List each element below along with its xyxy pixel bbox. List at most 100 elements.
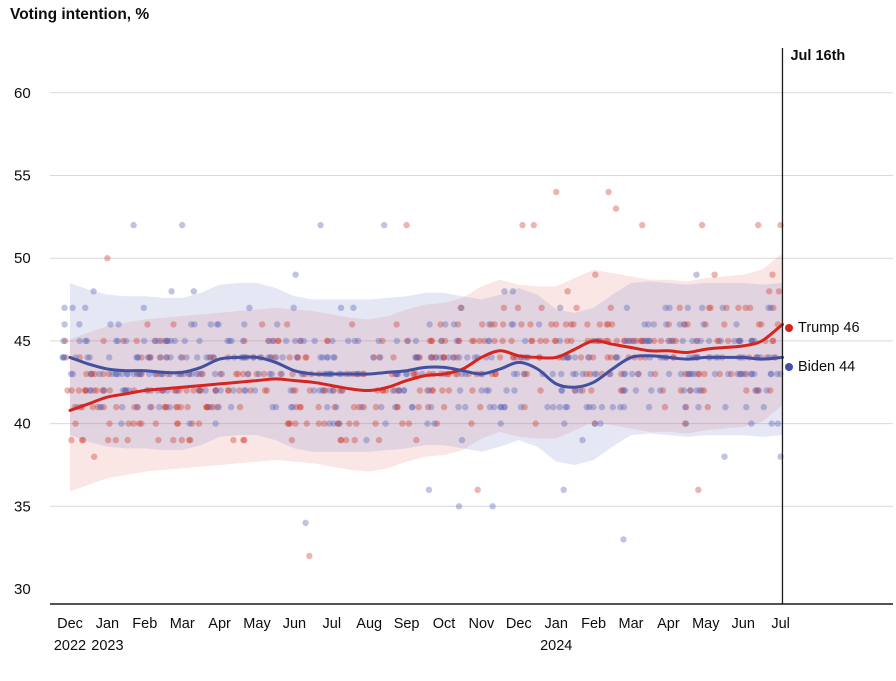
poll-dot bbox=[676, 304, 683, 311]
poll-dot bbox=[528, 337, 536, 345]
biden-end-text: Biden 44 bbox=[798, 359, 856, 376]
poll-dot bbox=[203, 354, 210, 361]
poll-dot bbox=[98, 403, 105, 411]
poll-dot bbox=[247, 387, 254, 394]
poll-dot bbox=[607, 354, 615, 361]
poll-dot bbox=[269, 403, 276, 411]
y-tick-label: 60 bbox=[14, 85, 31, 102]
poll-dot bbox=[456, 354, 463, 361]
poll-dot bbox=[408, 403, 416, 411]
poll-dot bbox=[564, 354, 571, 361]
poll-dot bbox=[604, 354, 611, 361]
poll-dot bbox=[195, 370, 203, 378]
poll-dot bbox=[462, 403, 469, 411]
year-label: 2024 bbox=[540, 638, 572, 654]
poll-dot bbox=[148, 403, 155, 411]
poll-dot-outlier bbox=[639, 221, 646, 229]
poll-dot bbox=[113, 403, 120, 411]
poll-dot bbox=[410, 370, 417, 378]
poll-dot bbox=[687, 387, 694, 394]
poll-dot bbox=[265, 337, 272, 345]
poll-dot bbox=[490, 403, 498, 411]
poll-dot bbox=[693, 337, 700, 345]
poll-dot bbox=[770, 304, 777, 311]
poll-dot bbox=[688, 370, 696, 378]
poll-dot bbox=[751, 370, 758, 378]
poll-dot bbox=[681, 321, 688, 328]
poll-dot bbox=[415, 403, 422, 411]
poll-dot bbox=[164, 337, 171, 345]
poll-dot bbox=[61, 321, 68, 328]
poll-dot bbox=[158, 337, 165, 345]
poll-dot bbox=[86, 354, 93, 361]
poll-dot bbox=[721, 321, 728, 328]
poll-dot bbox=[324, 403, 331, 411]
poll-dot bbox=[288, 436, 296, 444]
poll-dot bbox=[90, 453, 98, 460]
poll-dot bbox=[288, 403, 295, 411]
poll-dot bbox=[431, 420, 438, 427]
poll-dot bbox=[716, 370, 723, 378]
poll-dot bbox=[144, 321, 151, 328]
poll-dot bbox=[521, 403, 528, 411]
poll-dot bbox=[479, 321, 486, 328]
poll-dot bbox=[188, 321, 195, 328]
poll-dot bbox=[441, 337, 449, 345]
poll-dot bbox=[146, 403, 154, 411]
x-tick-label: Jan bbox=[96, 616, 119, 632]
poll-dot bbox=[456, 387, 464, 394]
poll-dot bbox=[240, 436, 247, 444]
poll-dot bbox=[663, 321, 670, 328]
poll-dot bbox=[404, 337, 411, 345]
poll-dot bbox=[212, 387, 219, 394]
poll-dot bbox=[81, 387, 89, 394]
poll-dot bbox=[138, 420, 145, 427]
poll-dot bbox=[392, 403, 399, 411]
poll-dot bbox=[212, 420, 219, 427]
poll-dot bbox=[350, 403, 358, 411]
poll-dot bbox=[277, 370, 284, 378]
poll-dot bbox=[78, 436, 86, 444]
poll-dot bbox=[632, 387, 640, 394]
poll-dot bbox=[440, 354, 447, 361]
poll-dot bbox=[469, 387, 476, 394]
poll-dot bbox=[743, 370, 750, 378]
poll-dot bbox=[680, 387, 688, 394]
poll-dot bbox=[391, 387, 398, 394]
x-tick-label: Mar bbox=[619, 616, 644, 632]
poll-dot bbox=[370, 354, 378, 361]
poll-dot bbox=[177, 403, 184, 411]
poll-dot bbox=[617, 387, 625, 394]
poll-dot bbox=[212, 387, 219, 394]
poll-dot bbox=[230, 387, 237, 394]
poll-dot bbox=[290, 387, 297, 394]
poll-dot bbox=[535, 321, 543, 328]
poll-dot bbox=[738, 370, 745, 378]
poll-dot bbox=[134, 403, 141, 411]
poll-dot bbox=[704, 403, 711, 411]
poll-dot bbox=[499, 337, 506, 345]
poll-dot bbox=[261, 387, 269, 394]
poll-dot bbox=[476, 337, 483, 345]
poll-dot bbox=[315, 403, 322, 411]
x-tick-label: Oct bbox=[433, 616, 456, 632]
poll-dot bbox=[684, 370, 691, 378]
poll-dot bbox=[403, 370, 411, 378]
poll-dot bbox=[372, 403, 380, 411]
y-tick-label: 45 bbox=[14, 333, 31, 350]
poll-dot bbox=[630, 337, 638, 345]
poll-dot bbox=[376, 354, 383, 361]
poll-dot bbox=[603, 321, 610, 328]
poll-dot bbox=[537, 337, 544, 345]
poll-dot bbox=[337, 436, 344, 444]
poll-dot bbox=[440, 403, 448, 411]
poll-dot bbox=[686, 387, 694, 394]
poll-dot bbox=[167, 354, 174, 361]
poll-dot bbox=[290, 304, 297, 311]
poll-dot bbox=[428, 354, 435, 361]
poll-dot bbox=[163, 403, 170, 411]
poll-dot bbox=[428, 387, 436, 394]
poll-dot bbox=[342, 436, 350, 444]
poll-dot-outlier bbox=[612, 205, 620, 212]
